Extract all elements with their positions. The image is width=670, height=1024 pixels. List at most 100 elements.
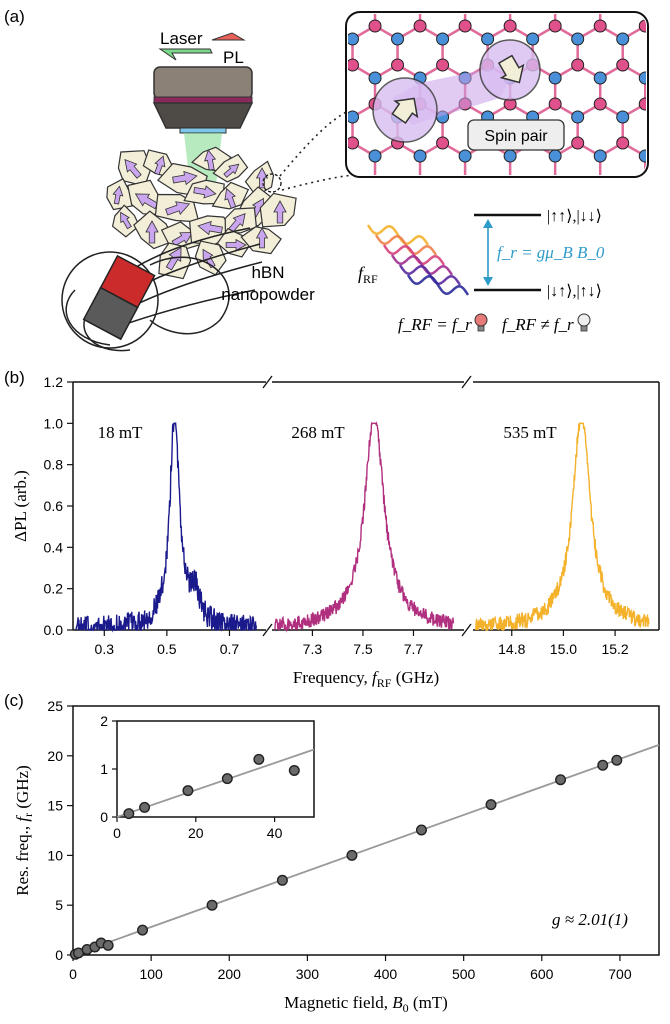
bond bbox=[533, 299, 556, 312]
nitrogen-atom bbox=[392, 293, 404, 305]
bond bbox=[488, 182, 511, 195]
spin-arrow-icon bbox=[120, 211, 132, 230]
bond bbox=[307, 65, 330, 78]
spin-down-arrow-icon bbox=[497, 54, 525, 84]
bond bbox=[398, 299, 421, 312]
boron-atom bbox=[638, 149, 646, 163]
zoom-circle bbox=[262, 173, 282, 193]
break-gap bbox=[266, 379, 272, 385]
nitrogen-atom bbox=[369, 332, 381, 344]
data-point bbox=[346, 849, 358, 861]
rf-wave bbox=[382, 244, 446, 266]
boron-atom bbox=[368, 149, 382, 163]
boron-atom bbox=[572, 189, 584, 201]
boron-atom bbox=[571, 110, 585, 124]
spin-pair-label: Spin pair bbox=[484, 128, 548, 145]
inset-data-point bbox=[139, 801, 151, 813]
axis-break-mark bbox=[262, 623, 273, 637]
bond bbox=[420, 182, 443, 195]
spin-arrow-icon bbox=[165, 246, 182, 271]
boron-atom bbox=[617, 267, 629, 279]
axis-break-mark bbox=[262, 375, 273, 389]
data-point bbox=[102, 939, 114, 951]
boron-atom bbox=[348, 110, 360, 124]
nitrogen-atom bbox=[639, 254, 651, 266]
magnet-icon bbox=[61, 227, 263, 352]
series-label: 268 mT bbox=[291, 423, 345, 442]
x-tick-label: 700 bbox=[608, 966, 632, 982]
nitrogen-atom bbox=[617, 293, 629, 305]
nitrogen-atom bbox=[616, 58, 630, 72]
bond bbox=[533, 182, 556, 195]
bond bbox=[285, 26, 308, 39]
y-axis-label: ΔPL (arb.) bbox=[11, 470, 30, 542]
nitrogen-atom bbox=[548, 97, 562, 111]
x-tick-label: 7.5 bbox=[353, 641, 373, 657]
boron-atom bbox=[549, 0, 561, 6]
boron-atom bbox=[279, 150, 291, 162]
bond bbox=[600, 299, 623, 312]
bond bbox=[262, 65, 285, 78]
rf-wave bbox=[390, 254, 454, 276]
pl-arrow-icon bbox=[211, 32, 246, 41]
boron-atom bbox=[593, 149, 607, 163]
nitrogen-atom bbox=[437, 215, 449, 227]
bond bbox=[623, 221, 646, 234]
laser-arrow-icon bbox=[158, 48, 213, 61]
data-point bbox=[611, 754, 623, 766]
y-tick-label: 0.8 bbox=[44, 457, 64, 473]
inset-fit-line bbox=[116, 748, 315, 818]
cond-on: f_RF = f_r bbox=[398, 315, 472, 334]
bond bbox=[398, 182, 421, 195]
rf-wave bbox=[406, 274, 470, 296]
inset-data-point bbox=[253, 753, 265, 765]
boron-atom bbox=[616, 32, 630, 46]
bond bbox=[510, 221, 533, 234]
nitrogen-atom bbox=[348, 136, 360, 150]
y-tick-label: 20 bbox=[47, 748, 63, 764]
bond bbox=[307, 260, 330, 273]
bond bbox=[510, 182, 533, 195]
boron-atom bbox=[616, 110, 630, 124]
nitrogen-atom bbox=[616, 136, 630, 150]
boron-atom bbox=[301, 267, 313, 279]
x-tick-label: 0.3 bbox=[95, 641, 115, 657]
nitrogen-atom bbox=[503, 19, 517, 33]
nitrogen-atom bbox=[593, 97, 607, 111]
inset-x-tick-label: 40 bbox=[267, 825, 283, 841]
bond bbox=[285, 104, 308, 117]
boron-atom bbox=[662, 33, 670, 45]
nitrogen-atom bbox=[301, 215, 313, 227]
x-tick-label: 15.0 bbox=[550, 641, 577, 657]
schematic-a: Laser PL hBN nanopo bbox=[61, 0, 670, 352]
bond bbox=[375, 182, 398, 195]
nitrogen-atom bbox=[662, 215, 670, 227]
data-point bbox=[485, 799, 497, 811]
boron-atom bbox=[527, 267, 539, 279]
boron-atom bbox=[503, 149, 517, 163]
nitrogen-atom bbox=[324, 98, 336, 110]
x-tick-label: 14.8 bbox=[498, 641, 525, 657]
spin-up-arrow-icon bbox=[391, 97, 419, 125]
nitrogen-atom bbox=[413, 19, 427, 33]
boron-atom bbox=[662, 189, 670, 201]
data-point bbox=[206, 899, 218, 911]
nitrogen-atom bbox=[279, 20, 291, 32]
boron-atom bbox=[324, 306, 336, 318]
x-tick-label: 100 bbox=[139, 966, 163, 982]
panel-a-label: (a) bbox=[4, 7, 25, 26]
boron-atom bbox=[369, 0, 381, 6]
rf-wave bbox=[366, 224, 430, 246]
nitrogen-atom bbox=[639, 332, 651, 344]
bond bbox=[488, 299, 511, 312]
spin-arrow-icon bbox=[255, 227, 269, 249]
nitrogen-atom bbox=[324, 20, 336, 32]
boron-atom bbox=[504, 0, 516, 6]
boron-atom bbox=[548, 149, 562, 163]
boron-atom bbox=[279, 0, 291, 6]
bond bbox=[465, 299, 488, 312]
bond bbox=[307, 182, 330, 195]
spin-arrow-icon bbox=[197, 220, 223, 236]
nitrogen-atom bbox=[301, 137, 313, 149]
